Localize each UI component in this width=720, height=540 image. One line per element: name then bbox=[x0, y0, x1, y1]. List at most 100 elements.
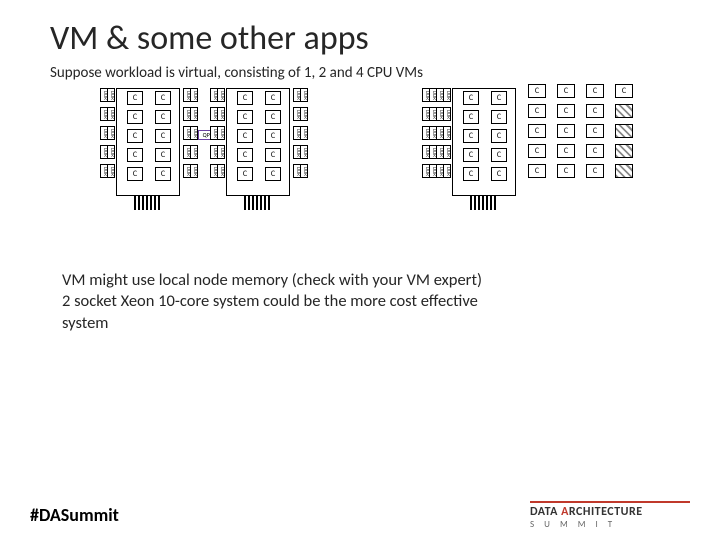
core: C bbox=[237, 129, 253, 143]
core: C bbox=[615, 84, 633, 98]
core: C bbox=[557, 164, 575, 178]
mem-cell: DDR bbox=[443, 107, 451, 121]
mem-cell: DDR bbox=[217, 107, 225, 121]
core: C bbox=[265, 91, 281, 105]
core: C bbox=[557, 124, 575, 138]
core: C bbox=[155, 110, 171, 124]
socket-pins bbox=[244, 196, 270, 210]
mem-cell: DDR bbox=[217, 88, 225, 102]
mem-cell: DDR bbox=[443, 126, 451, 140]
logo-subtext: S U M M I T bbox=[530, 519, 690, 530]
core: C bbox=[528, 104, 546, 118]
core bbox=[615, 124, 633, 138]
core bbox=[615, 144, 633, 158]
core: C bbox=[155, 129, 171, 143]
mem-cell: DDR bbox=[107, 164, 115, 178]
core: C bbox=[528, 84, 546, 98]
core: C bbox=[265, 129, 281, 143]
cpu-socket-1: CCCCC CCCCC bbox=[116, 88, 180, 196]
cpu-socket-3: CCCCC CCCCC bbox=[452, 88, 516, 196]
core bbox=[615, 104, 633, 118]
core: C bbox=[528, 124, 546, 138]
slide-title: VM & some other apps bbox=[50, 18, 369, 59]
core: C bbox=[557, 84, 575, 98]
core: C bbox=[557, 144, 575, 158]
mem-cell: DDR bbox=[300, 164, 308, 178]
core-col: CCCCC bbox=[491, 91, 507, 181]
core: C bbox=[586, 104, 604, 118]
core: C bbox=[237, 148, 253, 162]
mem-cell: DDR bbox=[190, 88, 198, 102]
core: C bbox=[463, 110, 479, 124]
core-col: CCCCC bbox=[237, 91, 253, 181]
mem-cell: DDR bbox=[190, 126, 198, 140]
core: C bbox=[237, 91, 253, 105]
core: C bbox=[586, 84, 604, 98]
mem-cell: DDR bbox=[107, 126, 115, 140]
mem-cell: DDR bbox=[190, 107, 198, 121]
core: C bbox=[586, 124, 604, 138]
core: C bbox=[155, 148, 171, 162]
footer: #DASummit DATA ARCHITECTURE S U M M I T bbox=[0, 492, 720, 540]
core: C bbox=[127, 129, 143, 143]
logo: DATA ARCHITECTURE S U M M I T bbox=[530, 501, 690, 530]
mem-cell: DDR bbox=[107, 107, 115, 121]
core: C bbox=[586, 164, 604, 178]
core: C bbox=[155, 91, 171, 105]
slide-subtitle: Suppose workload is virtual, consisting … bbox=[50, 64, 423, 82]
core: C bbox=[463, 148, 479, 162]
core: C bbox=[491, 129, 507, 143]
core: C bbox=[127, 167, 143, 181]
core: C bbox=[265, 148, 281, 162]
mem-cell: DDR bbox=[300, 88, 308, 102]
core: C bbox=[127, 148, 143, 162]
core: C bbox=[491, 167, 507, 181]
mem-strip: DDR DDR DDR DDR DDR bbox=[107, 88, 115, 178]
mem-cell: DDR bbox=[300, 126, 308, 140]
core-col: CCCCC bbox=[155, 91, 171, 181]
mem-cell: DDR bbox=[443, 88, 451, 102]
core: C bbox=[127, 110, 143, 124]
core: C bbox=[491, 110, 507, 124]
core: C bbox=[463, 91, 479, 105]
core: C bbox=[491, 91, 507, 105]
mem-cell: DDR bbox=[217, 145, 225, 159]
core: C bbox=[265, 167, 281, 181]
mem-strip: DDR DDR DDR DDR DDR bbox=[443, 88, 451, 178]
mem-cell: DDR bbox=[443, 164, 451, 178]
body-text: VM might use local node memory (check wi… bbox=[62, 270, 482, 334]
mem-cell: DDR bbox=[190, 164, 198, 178]
mem-cell: DDR bbox=[217, 164, 225, 178]
core: C bbox=[237, 167, 253, 181]
core-col: CCCCC bbox=[127, 91, 143, 181]
core: C bbox=[557, 104, 575, 118]
core: C bbox=[463, 129, 479, 143]
socket-pins bbox=[134, 196, 160, 210]
mem-cell: DDR bbox=[300, 145, 308, 159]
core: C bbox=[463, 167, 479, 181]
core: C bbox=[265, 110, 281, 124]
mem-strip: DDR DDR DDR DDR DDR bbox=[217, 88, 225, 178]
mem-strip: DDRDDRDDRDDRDDR bbox=[190, 88, 198, 178]
core: C bbox=[491, 148, 507, 162]
logo-text: DATA ARCHITECTURE bbox=[530, 506, 690, 518]
mem-strip: DDR DDR DDR DDR DDR bbox=[300, 88, 308, 178]
core: C bbox=[237, 110, 253, 124]
hashtag: #DASummit bbox=[30, 504, 119, 526]
mem-cell: DDR bbox=[107, 145, 115, 159]
mem-cell: DDR bbox=[443, 145, 451, 159]
cpu-socket-2: CCCCC CCCCC bbox=[226, 88, 290, 196]
core: C bbox=[127, 91, 143, 105]
core bbox=[615, 164, 633, 178]
mem-cell: DDR bbox=[300, 107, 308, 121]
core-col: CCCCC bbox=[265, 91, 281, 181]
core: C bbox=[528, 164, 546, 178]
mem-cell: DDR bbox=[107, 88, 115, 102]
logo-bar bbox=[530, 501, 690, 503]
cpu-diagram: DDRDDRDDRDDRDDR DDRDDRDDRDDRDDR CCCCC CC… bbox=[50, 88, 670, 218]
core: C bbox=[528, 144, 546, 158]
core-col: CCCCC bbox=[463, 91, 479, 181]
mem-cell: DDR bbox=[217, 126, 225, 140]
socket-pins bbox=[470, 196, 496, 210]
core: C bbox=[586, 144, 604, 158]
